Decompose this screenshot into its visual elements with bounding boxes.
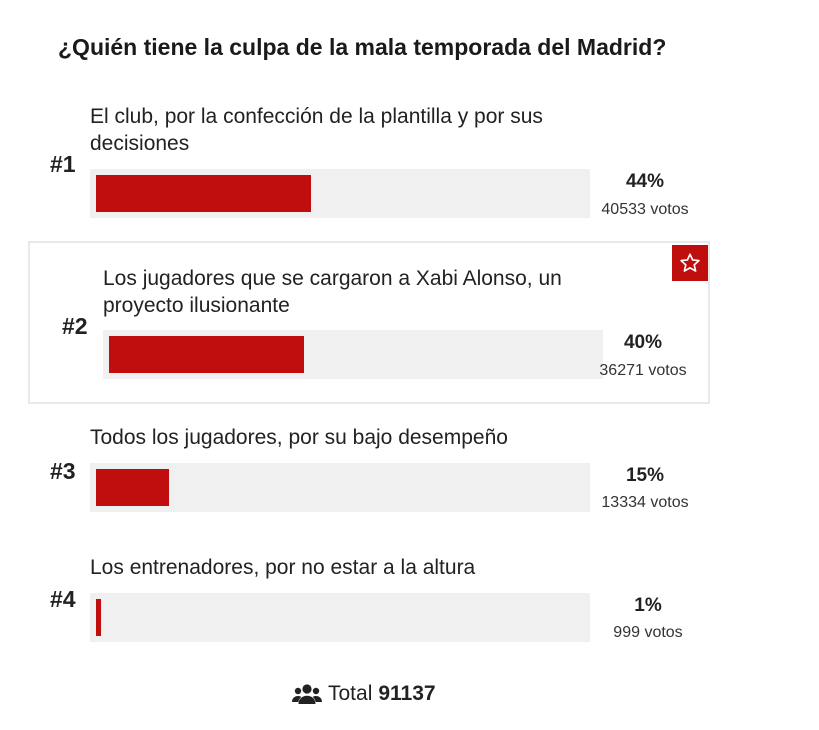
- option-rank: #2: [62, 313, 88, 339]
- option-label: El club, por la confección de la plantil…: [90, 105, 543, 155]
- option-votes: 40533 votos: [601, 201, 689, 218]
- total-value: 91137: [378, 682, 436, 705]
- result-bar-track: [90, 463, 590, 512]
- option-percent: 1%: [634, 595, 662, 616]
- users-icon: [292, 683, 322, 705]
- result-bar-track: [103, 330, 603, 379]
- poll-option-4[interactable]: Los entrenadores, por no estar a la altu…: [28, 548, 710, 648]
- option-percent: 15%: [625, 465, 665, 486]
- option-label: Los jugadores que se cargaron a Xabi Alo…: [103, 267, 562, 317]
- highlight-badge: [672, 245, 708, 281]
- option-rank: #4: [50, 586, 76, 612]
- poll-option-3[interactable]: Todos los jugadores, por su bajo desempe…: [28, 418, 710, 518]
- poll-option-1[interactable]: El club, por la confección de la plantil…: [28, 95, 710, 225]
- poll-total: Total 91137: [292, 682, 436, 706]
- result-bar-fill: [109, 336, 304, 373]
- total-label: Total: [328, 682, 373, 705]
- option-votes: 999 votos: [613, 624, 683, 641]
- star-icon: [680, 253, 700, 272]
- option-votes: 13334 votos: [601, 494, 689, 511]
- option-rank: #3: [50, 458, 76, 484]
- poll-title: ¿Quién tiene la culpa de la mala tempora…: [58, 34, 667, 60]
- option-percent: 40%: [623, 332, 663, 353]
- option-label: Los entrenadores, por no estar a la altu…: [90, 556, 476, 579]
- result-bar-fill: [96, 175, 311, 212]
- poll-option-2[interactable]: Los jugadores que se cargaron a Xabi Alo…: [28, 241, 710, 404]
- option-label: Todos los jugadores, por su bajo desempe…: [90, 426, 508, 449]
- option-rank: #1: [50, 151, 76, 177]
- result-bar-track: [90, 169, 590, 218]
- result-bar-track: [90, 593, 590, 642]
- option-percent: 44%: [625, 171, 665, 192]
- option-votes: 36271 votos: [599, 362, 687, 379]
- result-bar-fill: [96, 599, 101, 636]
- result-bar-fill: [96, 469, 169, 506]
